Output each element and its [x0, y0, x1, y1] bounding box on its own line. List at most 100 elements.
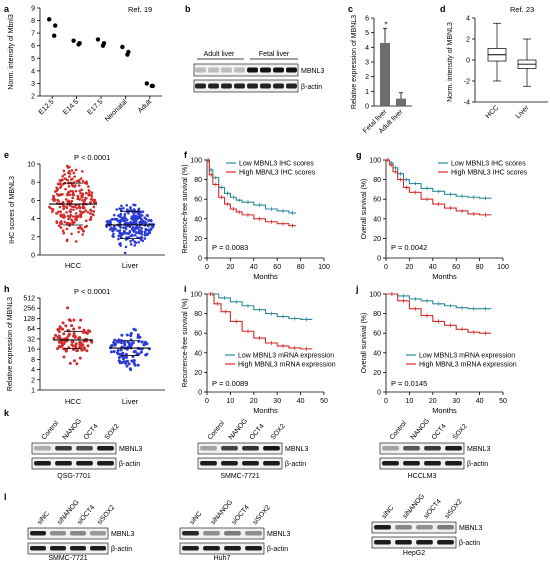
data-point — [70, 218, 73, 222]
y-tick-label: 0 — [31, 253, 35, 260]
data-point — [62, 355, 66, 359]
data-point — [116, 229, 119, 233]
legend-label: Low MBNL3 IHC scores — [451, 161, 526, 168]
panel-letter: f — [184, 150, 188, 160]
data-point — [74, 240, 78, 243]
data-point — [64, 198, 68, 201]
blot-band — [203, 531, 220, 536]
data-point — [122, 206, 125, 210]
x-tick-label: 60 — [273, 264, 281, 271]
data-point — [119, 341, 123, 345]
blot-band — [395, 540, 412, 545]
y-axis-label: Relative expression of MBNL3 — [351, 15, 358, 109]
data-point — [136, 335, 140, 339]
data-point — [144, 221, 148, 225]
data-point — [112, 232, 115, 236]
blot-band — [50, 546, 66, 551]
data-point — [71, 190, 75, 193]
y-axis-label: Norm. intensity of MBNL3 — [447, 22, 454, 102]
data-point — [61, 200, 65, 204]
y-tick-label: 6 — [31, 198, 35, 205]
blot-band — [273, 83, 284, 89]
blot-band — [242, 461, 259, 466]
data-point — [68, 332, 72, 336]
blot-strip — [371, 536, 457, 549]
data-point — [70, 324, 74, 328]
y-tick-label: 20 — [194, 236, 202, 243]
data-point — [117, 355, 121, 359]
cell-line-label: QSG-7701 — [57, 473, 91, 480]
x-tick-label: 60 — [452, 264, 460, 271]
data-point — [53, 23, 58, 28]
data-point — [68, 210, 72, 213]
blot-band — [203, 546, 220, 551]
data-point — [149, 219, 153, 223]
data-point — [66, 200, 70, 203]
data-point — [113, 217, 117, 221]
blot-band — [403, 461, 420, 466]
data-point — [61, 321, 65, 325]
data-point — [61, 175, 64, 178]
data-point — [148, 231, 152, 234]
data-point — [81, 179, 85, 183]
blot-band — [245, 546, 262, 551]
data-point — [86, 344, 90, 348]
data-point — [57, 340, 61, 344]
blot-strip — [31, 457, 117, 470]
data-point — [69, 189, 72, 193]
data-point — [78, 225, 82, 229]
blot-band — [182, 546, 199, 551]
data-point — [73, 184, 77, 187]
x-tick-label: 100 — [497, 264, 509, 271]
data-point — [119, 348, 123, 352]
panel-letter: d — [440, 4, 446, 14]
blot-band — [416, 540, 433, 545]
blot-band — [395, 525, 412, 530]
data-point — [134, 216, 137, 219]
data-point — [79, 215, 82, 218]
data-point — [78, 336, 82, 340]
blot-strip — [197, 457, 283, 470]
blot-band — [286, 67, 297, 73]
panel-letter: c — [348, 4, 353, 14]
band-label: MBNL3 — [301, 68, 324, 75]
data-point — [78, 213, 82, 216]
data-point — [70, 343, 74, 347]
y-tick-label: -4 — [464, 100, 470, 107]
blot-strip — [193, 79, 299, 93]
data-point — [67, 171, 70, 175]
blot-strip — [179, 542, 265, 555]
data-point — [90, 191, 94, 194]
y-axis-label: IHC scores of MBNL3 — [9, 176, 16, 244]
y-tick-label: 64 — [27, 326, 35, 333]
x-tick-label: 0 — [205, 398, 209, 405]
data-point — [62, 341, 66, 345]
data-point — [109, 350, 113, 354]
data-point — [143, 233, 147, 237]
x-tick-label: HCC — [65, 261, 82, 270]
blot-band — [382, 461, 399, 466]
data-point — [74, 212, 78, 215]
data-point — [118, 229, 122, 232]
band-label: β-actin — [459, 540, 480, 547]
data-point — [134, 233, 137, 237]
data-point — [52, 336, 56, 340]
y-tick-label: 32 — [27, 336, 35, 343]
data-point — [83, 346, 87, 350]
data-point — [54, 190, 57, 193]
band-label: MBNL3 — [285, 446, 308, 453]
data-point — [125, 218, 129, 222]
data-point — [68, 165, 71, 169]
lane-label: siSOX2 — [96, 504, 116, 526]
y-tick-label: 8 — [31, 18, 35, 25]
blot-strip — [371, 521, 457, 534]
data-point — [136, 363, 140, 367]
data-point — [75, 362, 79, 366]
y-tick-label: 4 — [31, 68, 35, 75]
data-point — [80, 343, 84, 347]
data-point — [65, 211, 68, 214]
x-tick-label: Liver — [122, 261, 139, 270]
data-point — [138, 215, 142, 218]
data-point — [72, 171, 76, 175]
